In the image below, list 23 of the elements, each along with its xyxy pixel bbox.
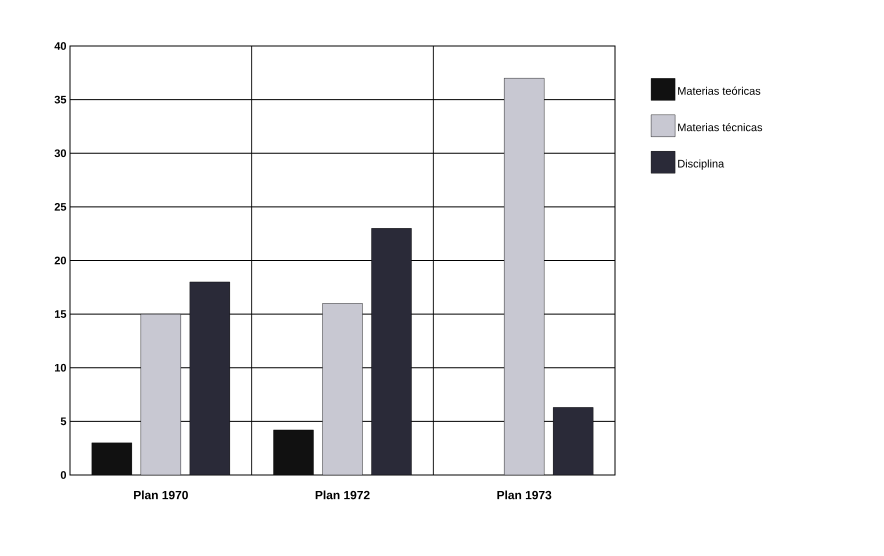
bar: [371, 228, 412, 475]
legend-label: Materias técnicas: [678, 123, 762, 132]
y-tick-label: 0: [60, 471, 66, 479]
bar: [322, 303, 363, 475]
x-tick-label: Plan 1972: [316, 490, 370, 500]
bar: [140, 314, 182, 475]
bar: [273, 430, 314, 475]
y-tick-label: 35: [54, 96, 66, 104]
y-tick-label: 30: [54, 149, 66, 158]
bar: [504, 78, 544, 475]
y-tick-label: 40: [54, 42, 66, 50]
bar: [92, 442, 132, 475]
legend-label: Materias teóricas: [678, 86, 760, 95]
bar: [190, 282, 230, 475]
y-tick-label: 25: [54, 203, 66, 211]
y-tick-label: 10: [54, 364, 66, 372]
y-tick-label: 5: [60, 418, 66, 426]
bar: [552, 407, 594, 475]
y-tick-label: 15: [54, 310, 66, 318]
x-tick-label: Plan 1970: [134, 490, 188, 500]
legend-label: Disciplina: [678, 160, 724, 170]
y-tick-label: 20: [54, 256, 66, 264]
x-tick-label: Plan 1973: [497, 490, 552, 500]
